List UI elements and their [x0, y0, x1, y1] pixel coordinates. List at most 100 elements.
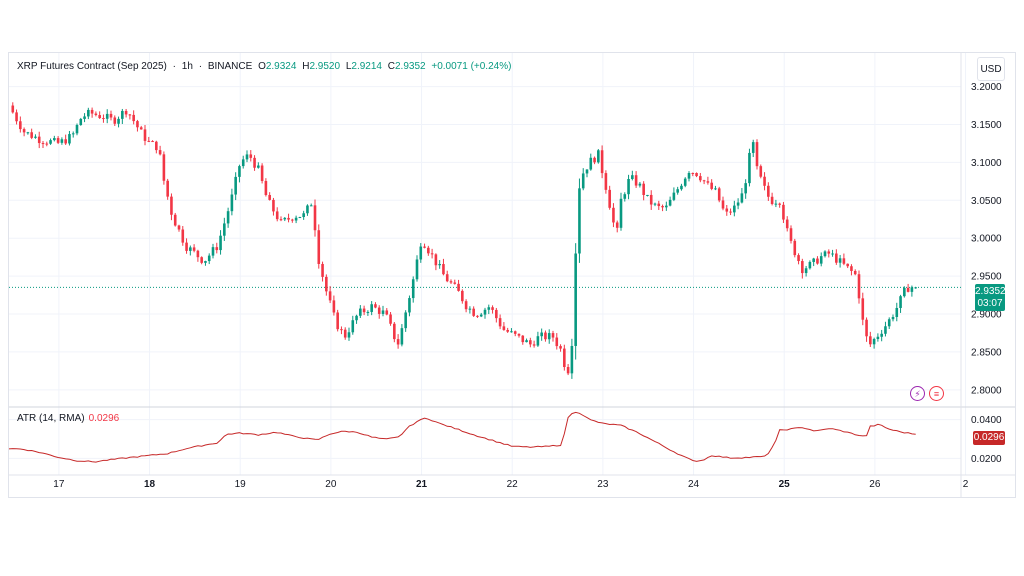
- candle[interactable]: [778, 203, 781, 205]
- candle[interactable]: [687, 173, 691, 179]
- candle[interactable]: [64, 139, 67, 144]
- candle[interactable]: [491, 307, 494, 310]
- interval-label[interactable]: 1h: [181, 61, 193, 72]
- candle[interactable]: [355, 315, 358, 321]
- candle[interactable]: [200, 257, 203, 263]
- candle[interactable]: [910, 287, 914, 292]
- candle[interactable]: [680, 185, 683, 190]
- atr-line[interactable]: [9, 411, 916, 463]
- candle[interactable]: [87, 109, 90, 117]
- candle[interactable]: [551, 333, 555, 338]
- candle[interactable]: [192, 247, 196, 251]
- candle[interactable]: [287, 217, 290, 220]
- candle[interactable]: [83, 116, 86, 119]
- candle[interactable]: [668, 199, 672, 206]
- candle[interactable]: [536, 336, 540, 346]
- candle[interactable]: [151, 141, 154, 143]
- candle[interactable]: [283, 217, 287, 220]
- candle[interactable]: [906, 287, 910, 292]
- candle[interactable]: [430, 253, 434, 255]
- candle[interactable]: [166, 180, 169, 197]
- candle[interactable]: [544, 332, 547, 340]
- candle[interactable]: [729, 211, 732, 213]
- candle[interactable]: [631, 175, 634, 179]
- candle[interactable]: [857, 274, 861, 299]
- candle[interactable]: [872, 339, 876, 345]
- candle[interactable]: [121, 110, 124, 119]
- candle[interactable]: [812, 258, 815, 262]
- candle[interactable]: [853, 270, 857, 275]
- candle[interactable]: [404, 312, 407, 329]
- candle[interactable]: [132, 114, 135, 122]
- candle[interactable]: [521, 335, 525, 343]
- candle[interactable]: [831, 253, 834, 255]
- candle[interactable]: [53, 138, 56, 141]
- candle[interactable]: [804, 268, 808, 274]
- candle[interactable]: [400, 328, 404, 345]
- candle[interactable]: [751, 142, 755, 153]
- candle[interactable]: [876, 336, 880, 340]
- candle[interactable]: [423, 246, 426, 248]
- candle[interactable]: [332, 300, 336, 313]
- candle[interactable]: [461, 290, 464, 302]
- candle[interactable]: [98, 115, 101, 119]
- candle[interactable]: [162, 154, 166, 181]
- candle[interactable]: [649, 194, 653, 205]
- candle[interactable]: [517, 333, 521, 336]
- candle[interactable]: [699, 176, 702, 181]
- candle[interactable]: [11, 105, 15, 113]
- candle[interactable]: [41, 143, 45, 145]
- candle[interactable]: [740, 193, 744, 203]
- candle[interactable]: [797, 255, 800, 262]
- candle[interactable]: [272, 199, 275, 212]
- candle[interactable]: [540, 332, 543, 337]
- candle[interactable]: [748, 152, 751, 184]
- candle[interactable]: [808, 261, 812, 269]
- candle[interactable]: [215, 247, 219, 251]
- candle[interactable]: [612, 207, 615, 223]
- candle[interactable]: [249, 154, 253, 158]
- candle[interactable]: [767, 185, 770, 197]
- candle[interactable]: [340, 329, 343, 331]
- candle[interactable]: [627, 178, 630, 195]
- candle[interactable]: [714, 188, 717, 190]
- candle[interactable]: [230, 194, 234, 212]
- candle[interactable]: [597, 150, 600, 163]
- candle[interactable]: [411, 279, 415, 299]
- candle[interactable]: [351, 320, 355, 333]
- candle[interactable]: [325, 276, 328, 292]
- candle[interactable]: [529, 340, 532, 345]
- candle[interactable]: [695, 173, 698, 177]
- candle[interactable]: [634, 175, 638, 186]
- candle[interactable]: [438, 264, 441, 266]
- candle[interactable]: [385, 310, 389, 315]
- candle[interactable]: [204, 261, 207, 263]
- candle[interactable]: [275, 211, 279, 220]
- candle[interactable]: [389, 314, 392, 324]
- candle[interactable]: [445, 274, 449, 282]
- candle[interactable]: [789, 228, 793, 241]
- candle[interactable]: [578, 188, 581, 254]
- candle[interactable]: [502, 326, 506, 330]
- candle[interactable]: [763, 176, 766, 186]
- candle[interactable]: [109, 113, 113, 118]
- candle[interactable]: [861, 298, 865, 320]
- chart-container[interactable]: 3.2000 3.1500 3.1000 3.0500 3.0000 2.9500 2.90…: [8, 52, 1016, 498]
- candle[interactable]: [733, 205, 736, 213]
- candle[interactable]: [113, 117, 117, 124]
- candle[interactable]: [755, 142, 759, 167]
- candle[interactable]: [865, 319, 868, 337]
- candle[interactable]: [321, 263, 324, 277]
- candle[interactable]: [483, 309, 487, 315]
- candle[interactable]: [396, 339, 400, 345]
- candle[interactable]: [570, 345, 574, 374]
- candle[interactable]: [143, 129, 147, 141]
- candle[interactable]: [234, 176, 237, 195]
- candle[interactable]: [415, 259, 419, 280]
- candle[interactable]: [181, 229, 185, 243]
- candle[interactable]: [359, 308, 362, 316]
- candle[interactable]: [173, 214, 177, 226]
- candle[interactable]: [683, 178, 687, 186]
- candle[interactable]: [721, 200, 725, 209]
- candle[interactable]: [672, 192, 676, 200]
